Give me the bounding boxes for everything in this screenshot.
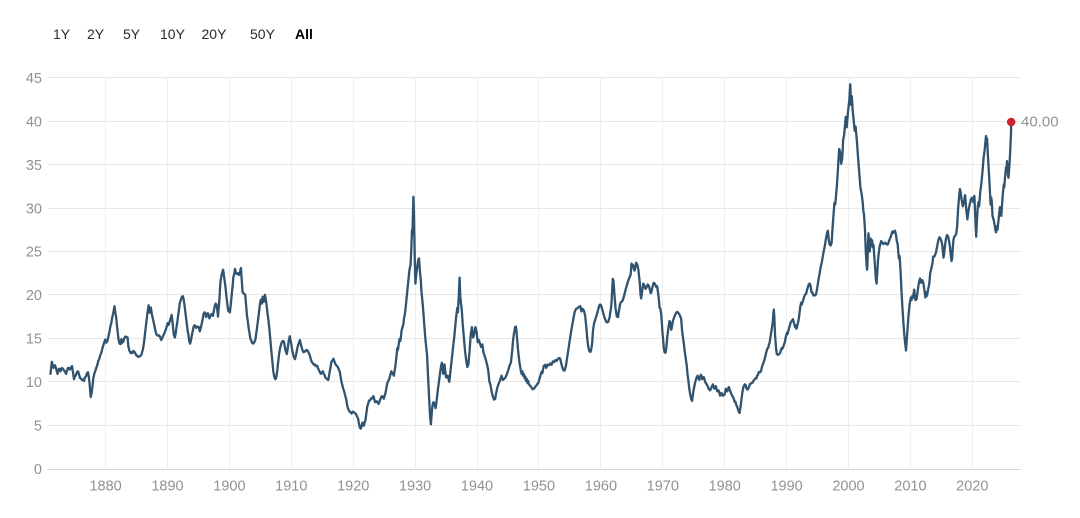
svg-text:1880: 1880 xyxy=(89,479,121,495)
svg-text:10: 10 xyxy=(26,375,42,391)
svg-text:40.00: 40.00 xyxy=(1021,113,1059,130)
svg-text:2020: 2020 xyxy=(956,479,988,495)
svg-text:1890: 1890 xyxy=(151,479,183,495)
svg-text:5: 5 xyxy=(34,418,42,434)
svg-text:1920: 1920 xyxy=(337,479,369,495)
svg-text:1960: 1960 xyxy=(585,479,617,495)
svg-text:15: 15 xyxy=(26,332,42,348)
svg-text:40: 40 xyxy=(26,114,42,130)
svg-text:1910: 1910 xyxy=(275,479,307,495)
svg-text:20: 20 xyxy=(26,288,42,304)
svg-text:1970: 1970 xyxy=(647,479,679,495)
svg-text:2000: 2000 xyxy=(832,479,864,495)
svg-text:1940: 1940 xyxy=(461,479,493,495)
svg-text:1900: 1900 xyxy=(213,479,245,495)
svg-text:45: 45 xyxy=(26,71,42,87)
svg-text:1950: 1950 xyxy=(523,479,555,495)
svg-text:1930: 1930 xyxy=(399,479,431,495)
svg-text:1990: 1990 xyxy=(770,479,802,495)
svg-text:0: 0 xyxy=(34,462,42,478)
svg-text:1980: 1980 xyxy=(709,479,741,495)
svg-text:30: 30 xyxy=(26,201,42,217)
svg-text:25: 25 xyxy=(26,245,42,261)
svg-text:2010: 2010 xyxy=(894,479,926,495)
svg-text:35: 35 xyxy=(26,158,42,174)
